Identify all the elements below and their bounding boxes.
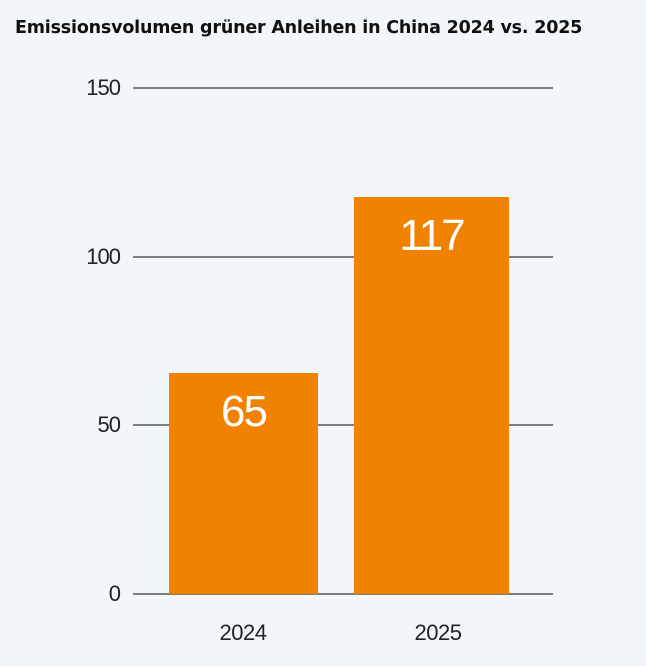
- y-tick-50: 50: [97, 412, 121, 437]
- x-tick-2024: 2024: [219, 620, 267, 645]
- gridline-150: [133, 87, 553, 89]
- y-tick-150: 150: [86, 75, 121, 100]
- bar-2025: 117: [354, 197, 509, 594]
- bar-label-2025: 117: [399, 211, 465, 260]
- x-tick-2025: 2025: [414, 620, 462, 645]
- y-tick-100: 100: [86, 244, 121, 269]
- gridline-0: [133, 593, 553, 595]
- gridline-50: [133, 424, 553, 426]
- gridline-100: [133, 256, 553, 258]
- y-tick-0: 0: [108, 581, 121, 606]
- chart-title: Emissionsvolumen grüner Anleihen in Chin…: [15, 18, 583, 38]
- bar-2024: 65: [169, 373, 318, 594]
- bar-label-2024: 65: [221, 387, 268, 436]
